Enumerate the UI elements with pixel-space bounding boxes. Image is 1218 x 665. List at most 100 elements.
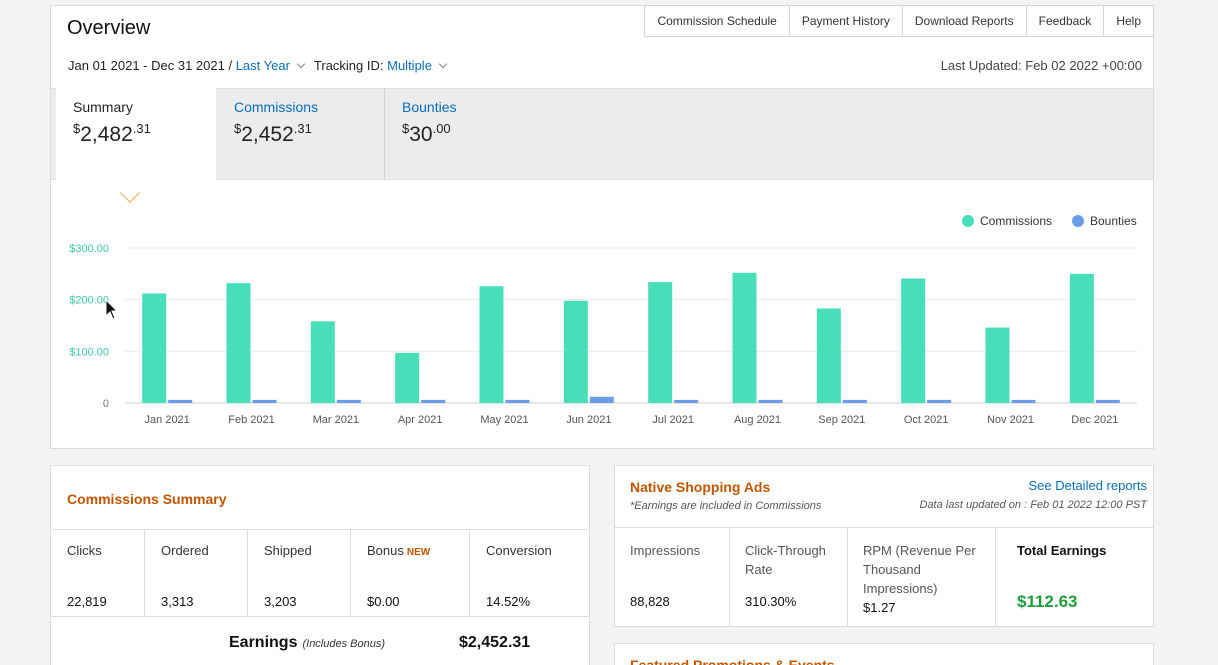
nav-commission-schedule[interactable]: Commission Schedule: [644, 5, 790, 37]
stat-total-earnings: Total Earnings $112.63: [996, 528, 1151, 626]
bounties-bar: [758, 399, 783, 403]
commissions-bar: [142, 293, 167, 403]
bounties-bar: [421, 399, 446, 403]
tracking-select[interactable]: Multiple: [387, 58, 432, 73]
bounties-bar: [505, 399, 530, 403]
nav-feedback[interactable]: Feedback: [1026, 5, 1105, 37]
nav-help[interactable]: Help: [1104, 5, 1154, 37]
stat-rpm: RPM (Revenue Per Thousand Impressions) $…: [848, 528, 996, 626]
stat-ctr: Click-Through Rate 310.30%: [730, 528, 848, 626]
stat-label: Ordered: [161, 543, 209, 558]
bounties-bar: [1095, 399, 1120, 403]
stat-bonus: Bonus NEW $0.00: [351, 530, 470, 616]
legend-swatch: [962, 215, 974, 227]
stat-value: 3,203: [264, 594, 297, 609]
tab-commissions-label: Commissions: [234, 99, 319, 115]
chevron-down-icon[interactable]: [296, 59, 306, 69]
legend-swatch: [1072, 215, 1084, 227]
x-tick-label: Mar 2021: [313, 414, 359, 426]
native-ads-grid: Impressions 88,828 Click-Through Rate 31…: [615, 527, 1153, 626]
stat-label: Clicks: [67, 543, 102, 558]
bounties-bar: [674, 399, 699, 403]
x-tick-label: Nov 2021: [987, 414, 1034, 426]
filter-bar: Jan 01 2021 - Dec 31 2021 / Last Year Tr…: [68, 58, 456, 73]
bounties-bar: [842, 399, 867, 403]
tab-summary[interactable]: Summary $2,482.31: [56, 88, 216, 186]
promotions-title: Featured Promotions & Events: [630, 657, 835, 665]
native-ads-card: Native Shopping Ads *Earnings are includ…: [614, 465, 1154, 627]
page-title: Overview: [67, 17, 151, 39]
promotions-card: Featured Promotions & Events: [614, 643, 1154, 665]
stat-conversion: Conversion 14.52%: [470, 530, 589, 616]
stat-shipped: Shipped 3,203: [248, 530, 351, 616]
top-nav: Commission Schedule Payment History Down…: [644, 5, 1154, 37]
stat-value: 88,828: [630, 594, 670, 609]
stat-impressions: Impressions 88,828: [615, 528, 730, 626]
tabs-band: [51, 88, 1153, 180]
commissions-summary-grid: Clicks 22,819 Ordered 3,313 Shipped 3,20…: [51, 529, 589, 617]
tab-bounties[interactable]: Bounties $30.00: [385, 88, 545, 180]
stat-label: Impressions: [630, 543, 701, 558]
native-ads-updated: Data last updated on : Feb 01 2022 12:00…: [919, 499, 1148, 511]
native-ads-title: Native Shopping Ads: [630, 479, 771, 495]
stat-clicks: Clicks 22,819: [51, 530, 145, 616]
stat-ordered: Ordered 3,313: [145, 530, 248, 616]
commissions-bar: [563, 300, 588, 403]
stat-value: 310.30%: [745, 594, 797, 609]
commissions-bar: [985, 327, 1010, 403]
mouse-cursor-icon: [105, 299, 119, 320]
legend-label: Bounties: [1090, 214, 1137, 228]
nav-download-reports[interactable]: Download Reports: [902, 5, 1027, 37]
earnings-row: Earnings (Includes Bonus) $2,452.31: [229, 634, 569, 652]
y-tick-label: 0: [103, 398, 109, 410]
native-ads-note: *Earnings are included in Commissions: [630, 500, 822, 512]
tab-bounties-label: Bounties: [402, 99, 457, 115]
x-tick-label: Sep 2021: [818, 414, 865, 426]
stat-label: Shipped: [264, 543, 312, 558]
last-updated: Last Updated: Feb 02 2022 +00:00: [940, 58, 1142, 73]
new-badge: NEW: [406, 547, 431, 558]
commissions-bar: [1069, 273, 1094, 403]
x-tick-label: May 2021: [480, 414, 528, 426]
stat-label: Conversion: [486, 543, 552, 558]
stat-value: 3,313: [161, 594, 194, 609]
tab-commissions[interactable]: Commissions $2,452.31: [217, 88, 385, 180]
commissions-bar: [479, 286, 504, 403]
x-tick-label: Jul 2021: [652, 414, 694, 426]
stat-value: 14.52%: [486, 594, 531, 609]
commissions-bar: [732, 272, 757, 403]
earnings-value: $2,452.31: [459, 634, 531, 651]
commissions-bar: [816, 308, 841, 403]
tab-bounties-value: $30.00: [402, 121, 451, 146]
x-tick-label: Jun 2021: [566, 414, 611, 426]
stat-value: $112.63: [1017, 592, 1078, 611]
commissions-bar: [310, 321, 335, 403]
earnings-label: Earnings: [229, 634, 298, 651]
range-select[interactable]: Last Year: [235, 58, 290, 73]
bounties-bar: [252, 399, 277, 403]
tracking-label: Tracking ID:: [313, 58, 384, 73]
detailed-reports-link[interactable]: See Detailed reports: [1028, 478, 1147, 493]
y-tick-label: $300.00: [69, 243, 109, 255]
commissions-bar: [648, 282, 673, 403]
bounties-bar: [927, 399, 952, 403]
commissions-summary-card: Commissions Summary Clicks 22,819 Ordere…: [50, 465, 590, 665]
stat-value: $1.27: [863, 600, 896, 615]
x-tick-label: Jan 2021: [145, 414, 190, 426]
y-tick-label: $200.00: [69, 295, 109, 307]
commissions-bar: [901, 278, 926, 403]
x-tick-label: Aug 2021: [734, 414, 781, 426]
stat-label: Bonus: [367, 543, 404, 558]
stat-label: Click-Through Rate: [745, 543, 826, 577]
nav-payment-history[interactable]: Payment History: [789, 5, 903, 37]
bounties-bar: [589, 396, 614, 403]
stat-label: Total Earnings: [1017, 543, 1107, 558]
tab-summary-label: Summary: [73, 99, 133, 115]
bounties-bar: [168, 399, 193, 403]
commissions-bar: [395, 352, 420, 403]
tab-commissions-value: $2,452.31: [234, 121, 312, 146]
commissions-summary-title: Commissions Summary: [67, 491, 227, 507]
chevron-down-icon[interactable]: [438, 59, 448, 69]
date-range: Jan 01 2021 - Dec 31 2021 /: [68, 58, 233, 73]
x-tick-label: Dec 2021: [1071, 414, 1118, 426]
